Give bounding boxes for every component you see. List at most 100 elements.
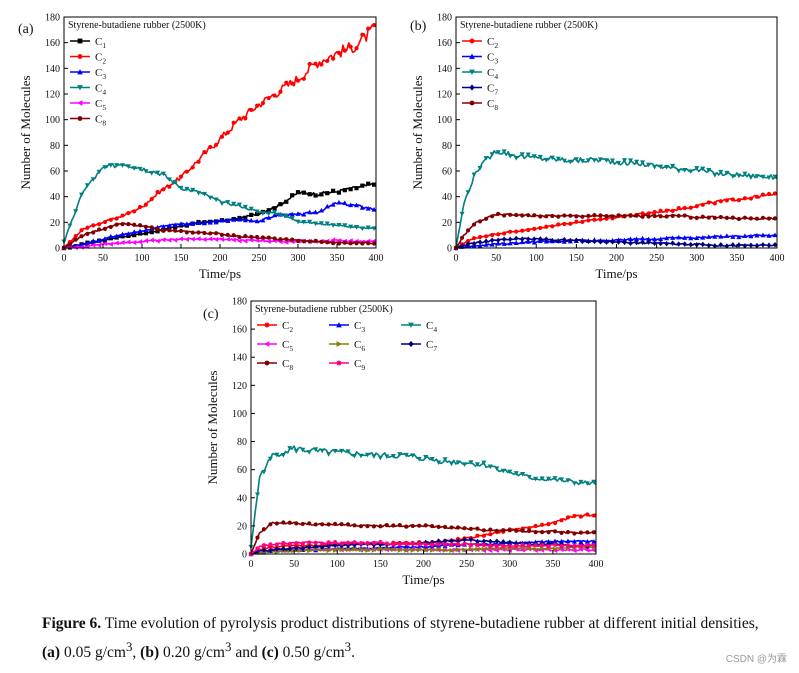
data-point: [694, 235, 700, 241]
data-point: [772, 242, 778, 248]
data-point: [565, 538, 571, 544]
data-point: [718, 234, 724, 239]
data-point: [190, 230, 195, 235]
series-c9: [248, 539, 597, 557]
data-point: [377, 455, 383, 461]
data-point: [477, 239, 483, 245]
chart-panel-1: (a) 0 50 100 150 200 250 300 350 400 0 20 40 60 80 100 1…: [18, 13, 384, 282]
data-point: [429, 456, 435, 462]
y-tick-label: 140: [437, 64, 452, 75]
data-point: [184, 236, 189, 242]
x-tick-label: 0: [454, 253, 459, 264]
data-point: [96, 237, 102, 243]
data-point: [508, 229, 513, 234]
data-point: [718, 214, 723, 220]
data-point: [477, 219, 483, 224]
data-point: [366, 26, 371, 31]
legend-marker: [336, 322, 342, 328]
data-point: [688, 235, 694, 241]
data-point: [348, 224, 354, 230]
data-point: [573, 157, 579, 162]
data-point: [598, 239, 603, 245]
data-point: [712, 201, 717, 206]
data-point: [531, 239, 537, 245]
data-point: [260, 235, 265, 240]
caption-b-label: (b): [140, 644, 160, 662]
data-point: [539, 543, 545, 548]
data-point: [284, 199, 289, 204]
data-point: [214, 231, 219, 236]
data-point: [91, 230, 96, 235]
data-point: [430, 524, 435, 529]
x-tick-label: 50: [491, 253, 501, 264]
data-point: [574, 237, 579, 243]
data-point: [283, 213, 289, 219]
data-point: [578, 530, 584, 535]
data-point: [718, 199, 723, 204]
data-point: [332, 521, 338, 526]
data-point: [520, 213, 525, 218]
legend-item-c6: C6: [329, 339, 365, 353]
data-point: [91, 223, 96, 228]
data-point: [468, 526, 474, 531]
data-point: [268, 547, 273, 554]
data-point: [301, 239, 306, 244]
data-point: [501, 241, 507, 246]
data-point: [260, 217, 266, 223]
data-point: [79, 192, 85, 198]
data-point: [664, 164, 670, 170]
data-point: [513, 235, 519, 242]
data-point: [294, 540, 299, 546]
data-point: [125, 164, 131, 169]
data-point: [403, 452, 409, 458]
data-point: [249, 212, 254, 217]
data-point: [730, 197, 735, 202]
data-point: [471, 236, 477, 241]
data-point: [313, 447, 319, 452]
data-point: [552, 542, 558, 547]
data-point: [488, 532, 493, 537]
data-point: [585, 530, 590, 535]
data-point: [155, 189, 160, 195]
chart-title: Styrene-butadiene rubber (2500K): [68, 20, 206, 31]
data-point: [307, 239, 312, 244]
data-point: [131, 229, 137, 235]
data-point: [360, 32, 365, 37]
legend-subscript: 2: [102, 57, 106, 66]
data-point: [483, 156, 489, 161]
legend-item-c3: C3: [329, 320, 365, 334]
data-point: [430, 547, 435, 553]
data-point: [736, 242, 742, 248]
data-point: [301, 76, 306, 81]
data-point: [254, 218, 260, 224]
data-point: [572, 543, 577, 549]
data-point: [326, 522, 331, 527]
data-point: [196, 236, 201, 242]
data-point: [155, 226, 160, 232]
data-point: [196, 159, 201, 164]
data-point: [495, 240, 501, 246]
data-point: [119, 239, 125, 246]
data-point: [231, 217, 237, 222]
data-point: [120, 222, 125, 227]
data-point: [760, 174, 766, 180]
data-point: [354, 46, 359, 51]
data-point: [676, 213, 681, 218]
legend-label: C2: [95, 52, 106, 66]
data-point: [533, 546, 539, 552]
data-point: [423, 523, 428, 528]
data-point: [324, 221, 330, 227]
data-point: [225, 200, 231, 205]
data-point: [513, 471, 519, 476]
legend-subscript: 3: [494, 57, 498, 66]
data-point: [546, 544, 551, 549]
data-point: [167, 225, 172, 230]
data-point: [231, 120, 236, 125]
data-point: [248, 237, 254, 243]
data-point: [178, 185, 184, 191]
data-point: [254, 209, 260, 215]
data-point: [178, 228, 184, 234]
data-point: [132, 222, 137, 227]
y-tick-label: 40: [50, 192, 60, 203]
